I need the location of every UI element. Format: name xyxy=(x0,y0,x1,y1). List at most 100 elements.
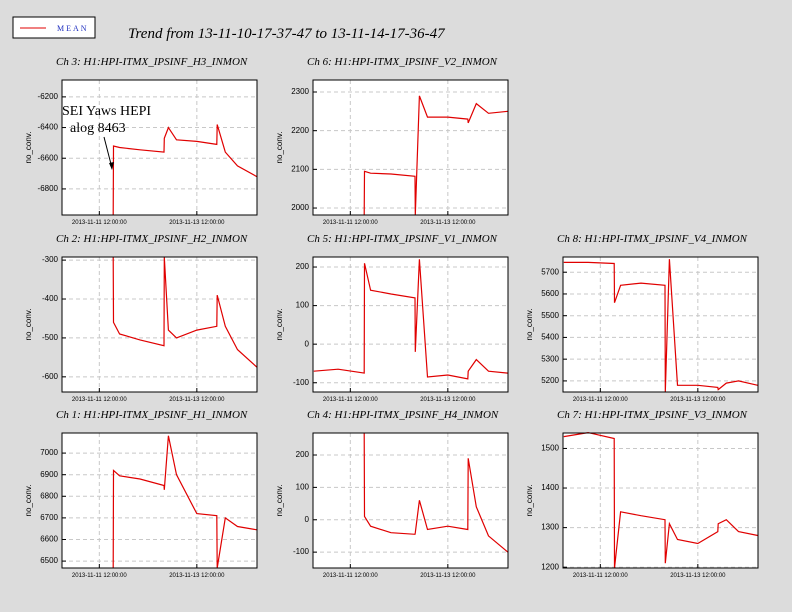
data-line xyxy=(112,435,257,569)
x-tick-label: 2013-11-13 12:00:00 xyxy=(169,220,225,226)
data-line xyxy=(313,259,508,380)
plot-title: Ch 2: H1:HPI-ITMX_IPSINF_H2_INMON xyxy=(56,233,248,245)
y-tick-label: 6500 xyxy=(40,556,58,565)
x-tick-label: 2013-11-11 12:00:00 xyxy=(323,220,378,226)
y-tick-label: 1300 xyxy=(541,523,559,532)
y-tick-label: 200 xyxy=(296,262,310,271)
y-tick-label: -400 xyxy=(42,294,59,303)
y-tick-label: 5200 xyxy=(541,376,559,385)
x-tick-label: 2013-11-11 12:00:00 xyxy=(573,397,628,403)
x-tick-label: 2013-11-11 12:00:00 xyxy=(323,573,378,579)
data-line xyxy=(363,432,509,553)
y-tick-label: 5600 xyxy=(541,289,559,298)
x-tick-label: 2013-11-11 12:00:00 xyxy=(323,397,378,403)
plot-frame xyxy=(312,79,509,216)
y-tick-label: -300 xyxy=(42,255,59,264)
plot-frame xyxy=(312,256,509,393)
annotation: SEI Yaws HEPI xyxy=(62,104,151,119)
plot-title: Ch 6: H1:HPI-ITMX_IPSINF_V2_INMON xyxy=(307,56,498,68)
y-axis-label: no_conv. xyxy=(275,485,284,517)
plot-title: Ch 4: H1:HPI-ITMX_IPSINF_H4_INMON xyxy=(307,409,499,421)
plot-frame xyxy=(61,432,258,569)
data-line xyxy=(112,124,258,216)
y-tick-label: 100 xyxy=(296,482,310,491)
y-tick-label: -100 xyxy=(293,378,310,387)
y-tick-label: 5700 xyxy=(541,267,559,276)
plot-frame xyxy=(312,432,509,569)
x-tick-label: 2013-11-11 12:00:00 xyxy=(573,573,628,579)
plot-title: Ch 5: H1:HPI-ITMX_IPSINF_V1_INMON xyxy=(307,233,498,245)
y-axis-label: no_conv. xyxy=(525,485,534,517)
y-tick-label: -6600 xyxy=(38,153,59,162)
x-tick-label: 2013-11-13 12:00:00 xyxy=(169,397,225,403)
x-tick-label: 2013-11-11 12:00:00 xyxy=(72,220,127,226)
plot-title: Ch 3: H1:HPI-ITMX_IPSINF_H3_INMON xyxy=(56,56,248,68)
x-tick-label: 2013-11-13 12:00:00 xyxy=(169,573,225,579)
y-tick-label: 5400 xyxy=(541,333,559,342)
x-tick-label: 2013-11-13 12:00:00 xyxy=(420,573,476,579)
plot-area xyxy=(563,257,758,392)
data-line xyxy=(563,259,758,393)
y-axis-label: no_conv. xyxy=(525,309,534,341)
plot-frame xyxy=(562,256,759,393)
y-tick-label: 7000 xyxy=(40,448,58,457)
y-tick-label: 0 xyxy=(305,339,310,348)
y-axis-label: no_conv. xyxy=(275,309,284,341)
y-tick-label: 5500 xyxy=(541,311,559,320)
plot-title: Ch 8: H1:HPI-ITMX_IPSINF_V4_INMON xyxy=(557,233,748,245)
y-tick-label: 1500 xyxy=(541,444,559,453)
y-tick-label: 6700 xyxy=(40,513,58,522)
y-tick-label: 1200 xyxy=(541,562,559,571)
plot-frame xyxy=(61,79,258,216)
y-axis-label: no_conv. xyxy=(275,132,284,164)
y-tick-label: 1400 xyxy=(541,483,559,492)
y-tick-label: -600 xyxy=(42,372,59,381)
y-axis-label: no_conv. xyxy=(24,132,33,164)
plot-area xyxy=(62,433,257,568)
y-axis-label: no_conv. xyxy=(24,309,33,341)
y-tick-label: 2100 xyxy=(291,164,309,173)
y-tick-label: 2300 xyxy=(291,87,309,96)
plot-area xyxy=(62,80,257,215)
y-tick-label: -100 xyxy=(293,547,310,556)
y-tick-label: -6400 xyxy=(38,123,59,132)
plot-area xyxy=(563,433,758,568)
y-tick-label: 5300 xyxy=(541,354,559,363)
x-tick-label: 2013-11-13 12:00:00 xyxy=(420,397,476,403)
page-title: Trend from 13-11-10-17-37-47 to 13-11-14… xyxy=(128,26,446,42)
y-tick-label: 6800 xyxy=(40,491,58,500)
y-tick-label: -6800 xyxy=(38,184,59,193)
plot-area xyxy=(62,257,257,392)
x-tick-label: 2013-11-13 12:00:00 xyxy=(420,220,476,226)
y-tick-label: 2000 xyxy=(291,203,309,212)
arrow-head xyxy=(109,162,114,170)
data-line xyxy=(112,256,258,368)
y-tick-label: 6600 xyxy=(40,535,58,544)
plot-title: Ch 7: H1:HPI-ITMX_IPSINF_V3_INMON xyxy=(557,409,748,421)
plot-title: Ch 1: H1:HPI-ITMX_IPSINF_H1_INMON xyxy=(56,409,248,421)
plots: Ch 3: H1:HPI-ITMX_IPSINF_H3_INMON no_conv… xyxy=(24,56,759,579)
y-tick-label: 6900 xyxy=(40,470,58,479)
plot-frame xyxy=(562,432,759,569)
y-axis-label: no_conv. xyxy=(24,485,33,517)
y-tick-label: -6200 xyxy=(38,92,59,101)
y-tick-label: 2200 xyxy=(291,126,309,135)
plot-area xyxy=(313,257,508,392)
x-tick-label: 2013-11-13 12:00:00 xyxy=(670,397,726,403)
plot-area xyxy=(313,80,508,215)
x-tick-label: 2013-11-11 12:00:00 xyxy=(72,573,127,579)
plot-area xyxy=(313,433,508,568)
y-tick-label: -500 xyxy=(42,333,59,342)
data-line xyxy=(563,431,758,569)
x-tick-label: 2013-11-13 12:00:00 xyxy=(670,573,726,579)
y-tick-label: 200 xyxy=(296,450,310,459)
plot-frame xyxy=(61,256,258,393)
legend-box xyxy=(12,16,96,39)
y-tick-label: 0 xyxy=(305,515,310,524)
y-tick-label: 100 xyxy=(296,301,310,310)
data-line xyxy=(363,95,508,216)
legend-label: MEAN xyxy=(57,24,89,33)
annotation: alog 8463 xyxy=(70,121,126,136)
x-tick-label: 2013-11-11 12:00:00 xyxy=(72,397,127,403)
